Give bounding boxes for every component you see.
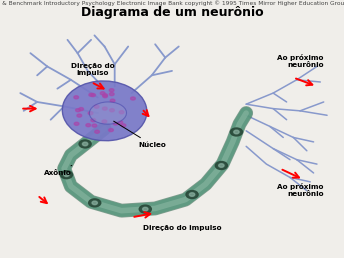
Circle shape — [89, 93, 94, 96]
Circle shape — [234, 130, 239, 134]
Text: Ao próximo
neurônio: Ao próximo neurônio — [277, 54, 324, 68]
Circle shape — [61, 171, 73, 179]
Circle shape — [92, 201, 97, 205]
Circle shape — [109, 89, 114, 92]
Circle shape — [100, 92, 105, 95]
Circle shape — [113, 122, 118, 125]
Circle shape — [110, 109, 114, 112]
Text: Diagrama de um neurônio: Diagrama de um neurônio — [81, 6, 263, 19]
Ellipse shape — [89, 102, 127, 124]
Circle shape — [215, 162, 227, 170]
Circle shape — [102, 120, 107, 123]
Circle shape — [230, 128, 243, 136]
Circle shape — [131, 97, 135, 100]
Circle shape — [74, 122, 79, 125]
Circle shape — [121, 124, 126, 127]
Circle shape — [91, 94, 96, 97]
Circle shape — [79, 108, 84, 111]
Text: Brown & Benchmark Introductory Psychology Electronic Image Bank copyright © 1995: Brown & Benchmark Introductory Psycholog… — [0, 0, 344, 6]
Circle shape — [109, 128, 114, 132]
Text: Ao próximo
neurônio: Ao próximo neurônio — [277, 183, 324, 197]
Circle shape — [92, 124, 97, 127]
Circle shape — [139, 205, 151, 213]
Circle shape — [86, 124, 90, 127]
Text: Direção do
impulso: Direção do impulso — [71, 63, 115, 76]
Circle shape — [91, 119, 96, 122]
Circle shape — [95, 130, 99, 133]
Circle shape — [103, 95, 107, 98]
Circle shape — [74, 96, 78, 99]
Circle shape — [118, 121, 123, 124]
Circle shape — [79, 140, 91, 148]
Circle shape — [109, 93, 114, 96]
Circle shape — [186, 191, 198, 199]
Text: Direção do impulso: Direção do impulso — [143, 225, 221, 231]
Text: Axônio: Axônio — [44, 165, 72, 176]
Circle shape — [143, 207, 148, 211]
Ellipse shape — [62, 81, 147, 141]
Circle shape — [76, 109, 80, 112]
Circle shape — [119, 111, 124, 114]
Text: Núcleo: Núcleo — [114, 121, 166, 148]
Circle shape — [189, 193, 195, 196]
Circle shape — [110, 99, 115, 102]
Circle shape — [103, 107, 107, 110]
Circle shape — [64, 173, 69, 176]
Circle shape — [89, 199, 101, 207]
Circle shape — [219, 164, 224, 167]
Circle shape — [83, 142, 88, 146]
Circle shape — [77, 114, 82, 117]
Circle shape — [103, 94, 107, 97]
Circle shape — [88, 112, 93, 115]
Circle shape — [94, 105, 99, 108]
